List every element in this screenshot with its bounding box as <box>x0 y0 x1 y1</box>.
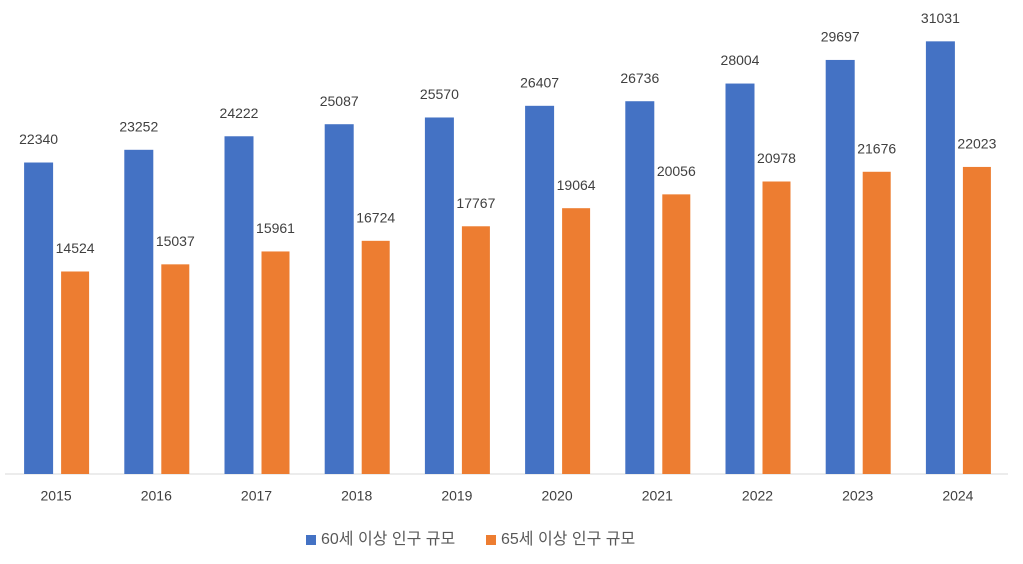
data-label: 22340 <box>19 131 58 147</box>
bar <box>562 208 591 475</box>
bar <box>625 101 655 475</box>
data-label: 26407 <box>520 75 559 91</box>
data-label: 16724 <box>356 210 395 226</box>
bar <box>361 240 390 474</box>
data-label: 31031 <box>921 10 960 26</box>
data-label: 22023 <box>957 136 996 152</box>
x-tick-label: 2018 <box>341 488 372 504</box>
data-label: 20056 <box>657 163 696 179</box>
x-tick-label: 2022 <box>742 488 773 504</box>
data-label: 28004 <box>721 52 760 68</box>
bar <box>24 162 54 474</box>
data-label: 19064 <box>557 177 596 193</box>
data-label: 15037 <box>156 233 195 249</box>
data-label: 24222 <box>220 105 259 121</box>
data-label: 17767 <box>456 195 495 211</box>
data-label: 15961 <box>256 220 295 236</box>
bar <box>324 124 354 474</box>
bar <box>962 166 991 474</box>
x-tick-label: 2024 <box>942 488 973 504</box>
x-tick-label: 2021 <box>642 488 673 504</box>
data-label: 29697 <box>821 29 860 45</box>
data-label: 25087 <box>320 93 359 109</box>
bar <box>224 136 254 474</box>
data-label: 23252 <box>119 119 158 135</box>
data-label: 25570 <box>420 86 459 102</box>
legend-swatch <box>486 535 496 545</box>
bar <box>161 264 190 474</box>
bar <box>862 171 891 474</box>
legend-label: 65세 이상 인구 규모 <box>501 530 635 548</box>
data-label: 21676 <box>857 140 896 156</box>
x-tick-label: 2017 <box>241 488 272 504</box>
bar <box>725 83 755 475</box>
data-label: 20978 <box>757 150 796 166</box>
bar <box>662 194 691 474</box>
x-tick-label: 2015 <box>41 488 72 504</box>
bar <box>461 226 490 474</box>
data-label: 14524 <box>56 240 95 256</box>
legend-swatch <box>306 535 316 545</box>
data-label: 26736 <box>620 70 659 86</box>
bar <box>424 117 454 474</box>
bar <box>261 251 290 474</box>
x-tick-label: 2019 <box>441 488 472 504</box>
bar <box>61 271 90 474</box>
x-tick-label: 2016 <box>141 488 172 504</box>
bar <box>825 59 855 475</box>
bar <box>124 149 154 474</box>
legend-label: 60세 이상 인구 규모 <box>321 530 455 548</box>
bar <box>525 105 555 474</box>
x-tick-label: 2023 <box>842 488 873 504</box>
bar <box>762 181 791 474</box>
bar <box>925 41 955 474</box>
x-tick-label: 2020 <box>542 488 573 504</box>
